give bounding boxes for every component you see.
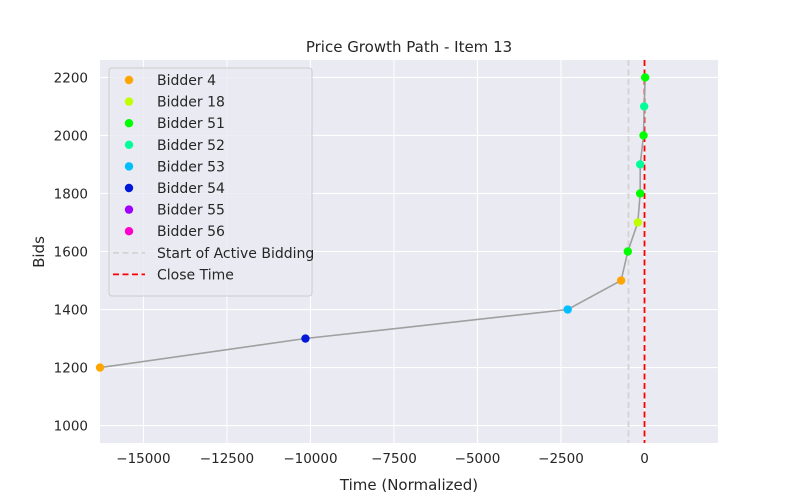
y-axis-ticks: 1000 1200 1400 1600 1800 2000 2200 xyxy=(54,70,88,434)
legend-label: Close Time xyxy=(157,267,234,283)
x-tick-label: −5000 xyxy=(455,451,501,467)
legend-marker xyxy=(124,183,134,193)
bid-point xyxy=(623,247,633,256)
x-axis-label: Time (Normalized) xyxy=(339,476,478,494)
bid-point xyxy=(639,131,648,140)
chart-title: Price Growth Path - Item 13 xyxy=(306,38,512,56)
legend-label: Bidder 52 xyxy=(157,138,225,154)
legend-marker xyxy=(124,75,134,85)
bid-point xyxy=(639,102,649,111)
y-tick-label: 1600 xyxy=(54,245,88,261)
y-axis-label: Bids xyxy=(30,236,48,268)
y-tick-label: 1000 xyxy=(54,419,88,435)
legend-marker xyxy=(124,227,134,236)
legend-label: Bidder 51 xyxy=(157,116,225,132)
legend-label: Bidder 53 xyxy=(157,159,225,175)
bid-point xyxy=(616,276,626,285)
bid-point xyxy=(635,160,645,169)
legend-label: Bidder 56 xyxy=(157,224,225,240)
legend-marker xyxy=(124,119,134,128)
legend-marker xyxy=(124,140,134,149)
bid-point xyxy=(301,334,310,343)
x-axis-ticks: −15000 −12500 −10000 −7500 −5000 −2500 0 xyxy=(116,451,649,467)
x-tick-label: −15000 xyxy=(116,451,170,467)
legend-label: Start of Active Bidding xyxy=(157,246,314,262)
legend-label: Bidder 18 xyxy=(157,95,225,111)
bid-points xyxy=(95,73,650,372)
y-tick-label: 2000 xyxy=(54,128,88,144)
x-tick-label: −12500 xyxy=(200,451,254,467)
legend-box xyxy=(108,67,313,297)
x-tick-label: 0 xyxy=(640,451,649,467)
y-tick-label: 2200 xyxy=(54,70,88,86)
y-tick-label: 1800 xyxy=(54,186,88,202)
x-tick-label: −10000 xyxy=(283,451,337,467)
legend-marker xyxy=(124,205,134,214)
bid-point xyxy=(640,73,650,82)
legend-label: Bidder 55 xyxy=(157,203,225,219)
legend: Bidder 4 Bidder 18 Bidder 51 Bidder 52 Bidde… xyxy=(108,67,314,297)
bid-point xyxy=(635,189,645,198)
y-tick-label: 1200 xyxy=(54,361,88,377)
legend-label: Bidder 54 xyxy=(157,181,225,197)
y-tick-label: 1400 xyxy=(54,303,88,319)
x-tick-label: −7500 xyxy=(371,451,417,467)
legend-marker xyxy=(124,162,134,171)
bid-point xyxy=(633,218,643,227)
bid-point xyxy=(95,363,105,372)
legend-marker xyxy=(124,97,134,106)
x-tick-label: −2500 xyxy=(538,451,584,467)
bid-point xyxy=(563,305,572,314)
legend-label: Bidder 4 xyxy=(157,73,216,89)
